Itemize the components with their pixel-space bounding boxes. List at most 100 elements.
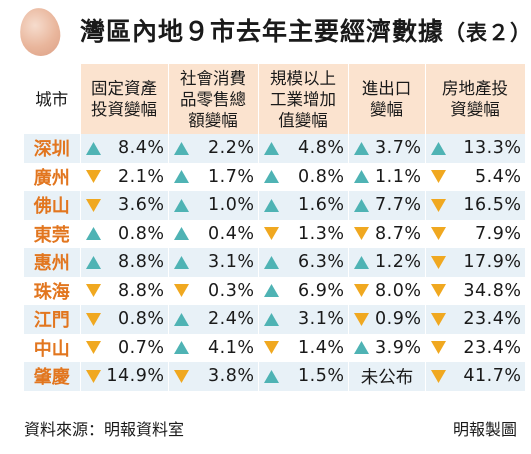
change-value: 34.8% [463,280,522,301]
data-cell-content: 34.8% [430,281,522,301]
up-triangle-icon [173,169,190,184]
change-value: 1.4% [298,337,345,358]
data-cell-content: 3.7% [353,138,422,158]
data-cell-content: 4.8% [263,138,345,158]
data-cell-content: 1.5% [263,366,345,386]
data-cell: 7.7% [348,191,426,220]
column-header-line: 投資變幅 [91,100,157,119]
data-cell-content: 3.6% [85,195,165,215]
data-cell-content: 未公布 [353,364,422,389]
data-cell: 0.8% [80,305,169,334]
column-header-line: 城市 [35,89,69,109]
up-triangle-icon [353,198,370,213]
data-cell-content: 0.4% [173,224,255,244]
column-header: 規模以上 工業增加 值變幅 [258,64,349,134]
down-triangle-icon [85,169,102,184]
data-cell: 0.3% [168,276,259,305]
up-triangle-icon [263,369,280,384]
data-cell: 3.1% [258,305,349,334]
down-triangle-icon [173,283,190,298]
credit-note: 明報製圖 [452,420,517,439]
city-name: 中山 [24,333,81,362]
city-name: 肇慶 [24,362,81,391]
data-cell: 6.3% [258,248,349,277]
change-value: 0.8% [118,309,165,330]
change-value: 1.6% [298,195,345,216]
data-table: 城市 固定資產 投資變幅 社會消費 品零售總 額變幅 規模以上 工業增加 值變幅 進出口 變幅 房地產… [24,64,526,391]
data-cell-content: 2.4% [173,309,255,329]
up-triangle-icon [173,141,190,156]
data-cell-content: 1.7% [173,167,255,187]
data-cell: 8.7% [348,219,426,248]
data-cell-content: 8.8% [85,281,165,301]
data-cell-content: 1.6% [263,195,345,215]
data-cell-content: 1.1% [353,167,422,187]
data-cell-content: 7.9% [430,224,522,244]
data-cell: 6.9% [258,276,349,305]
down-triangle-icon [430,255,447,270]
data-cell-content: 1.2% [353,252,422,272]
column-header-line: 社會消費 [180,68,246,88]
data-cell: 1.7% [168,162,259,191]
column-header: 房地產投 資變幅 [425,64,526,134]
up-triangle-icon [173,340,190,355]
data-cell-content: 23.4% [430,309,522,329]
down-triangle-icon [85,283,102,298]
data-cell-content: 16.5% [430,195,522,215]
data-cell-content: 0.3% [173,281,255,301]
change-value: 17.9% [463,252,522,273]
change-value: 3.1% [208,252,255,273]
up-triangle-icon [353,255,370,270]
up-triangle-icon [173,255,190,270]
data-cell: 3.1% [168,248,259,277]
table-row: 江門 0.8% 2.4% 3.1% 0.9% 23.4% [24,305,526,334]
change-value: 0.4% [208,223,255,244]
up-triangle-icon [173,226,190,241]
change-value: 1.7% [208,166,255,187]
change-value: 1.2% [375,252,422,273]
data-cell-content: 3.1% [263,309,345,329]
change-value: 14.9% [106,366,165,387]
data-cell: 1.2% [348,248,426,277]
table-row: 惠州 8.8% 3.1% 6.3% 1.2% 17.9% [24,248,526,277]
data-cell: 17.9% [425,248,526,277]
title-bar: 灣區內地９市去年主要經濟數據（表２） [0,0,531,64]
change-value: 3.9% [375,337,422,358]
down-triangle-icon [85,198,102,213]
down-triangle-icon [430,340,447,355]
data-cell-content: 8.0% [353,281,422,301]
data-cell: 16.5% [425,191,526,220]
data-cell: 14.9% [80,362,169,391]
change-value: 5.4% [475,166,522,187]
data-cell-content: 8.4% [85,138,165,158]
change-value: 3.7% [375,138,422,159]
data-cell: 3.7% [348,134,426,163]
change-value: 0.9% [375,309,422,330]
column-header-line: 變幅 [370,100,403,119]
up-triangle-icon [85,226,102,241]
data-cell-content: 8.8% [85,252,165,272]
up-triangle-icon [263,198,280,213]
change-value: 6.9% [298,280,345,301]
up-triangle-icon [263,141,280,156]
data-cell: 3.9% [348,333,426,362]
data-cell: 8.0% [348,276,426,305]
change-value: 1.0% [208,195,255,216]
change-value: 8.0% [375,280,422,301]
data-cell-content: 23.4% [430,338,522,358]
change-value: 6.3% [298,252,345,273]
change-value: 1.1% [375,166,422,187]
data-cell-content: 0.8% [85,309,165,329]
change-value: 7.7% [375,195,422,216]
up-triangle-icon [85,255,102,270]
data-cell-content: 1.0% [173,195,255,215]
data-cell: 1.1% [348,162,426,191]
title-main: 灣區內地９市去年主要經濟數據 [80,17,445,46]
data-cell-content: 2.1% [85,167,165,187]
change-value: 0.8% [118,223,165,244]
change-value: 3.1% [298,309,345,330]
down-triangle-icon [263,340,280,355]
change-value: 7.9% [475,223,522,244]
data-cell: 4.8% [258,134,349,163]
table-title: 灣區內地９市去年主要經濟數據（表２） [80,14,531,50]
